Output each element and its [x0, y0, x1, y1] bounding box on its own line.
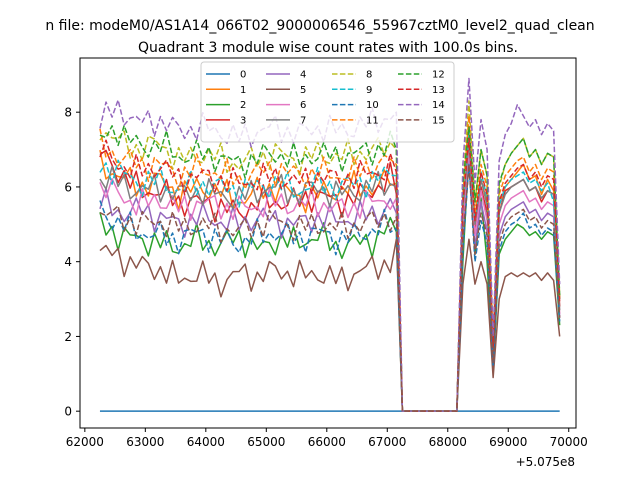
- y-axis: 0 2 4 6 8: [64, 106, 80, 419]
- x-tick-label: 63000: [126, 435, 164, 449]
- series-10-line: [99, 163, 561, 412]
- legend-label-8: 8: [366, 70, 372, 81]
- y-tick-label: 4: [64, 255, 72, 269]
- series-5-line: [99, 238, 561, 412]
- legend-label-12: 12: [432, 70, 445, 81]
- series-8-line: [99, 100, 561, 412]
- legend-label-7: 7: [300, 115, 306, 126]
- x-axis-offset-label: +5.075e8: [516, 455, 575, 469]
- legend-label-5: 5: [300, 85, 306, 96]
- series-3-line: [99, 148, 561, 412]
- legend-label-9: 9: [366, 85, 372, 96]
- legend-label-11: 11: [366, 115, 379, 126]
- legend-label-6: 6: [300, 100, 306, 111]
- series-6-line: [99, 148, 561, 412]
- x-tick-label: 62000: [66, 435, 104, 449]
- legend-label-4: 4: [300, 70, 306, 81]
- series-9-line: [99, 126, 561, 412]
- x-tick-label: 65000: [247, 435, 285, 449]
- x-tick-label: 66000: [308, 435, 346, 449]
- x-tick-label: 70000: [550, 435, 588, 449]
- y-tick-label: 0: [64, 405, 72, 419]
- series-11-line: [99, 115, 561, 412]
- legend-label-1: 1: [240, 85, 246, 96]
- series-13-line: [99, 137, 561, 412]
- plot-frame: [79, 57, 577, 429]
- y-tick-label: 2: [64, 330, 72, 344]
- figure-suptitle: n file: modeM0/AS1A14_066T02_9000006546_…: [45, 18, 594, 34]
- legend-label-3: 3: [240, 115, 246, 126]
- legend-box: [200, 61, 455, 143]
- x-tick-label: 68000: [429, 435, 467, 449]
- series-12-line: [99, 124, 561, 412]
- chart-title: Quadrant 3 module wise count rates with …: [138, 40, 518, 56]
- series-15-line: [99, 163, 561, 412]
- x-axis: 62000 63000 64000 65000 66000 67000 68000 69000…: [66, 428, 588, 449]
- y-tick-label: 6: [64, 180, 72, 194]
- x-tick-label: 64000: [187, 435, 225, 449]
- y-tick-label: 8: [64, 106, 72, 120]
- series-layer: [99, 77, 561, 412]
- legend-label-15: 15: [432, 115, 445, 126]
- legend-label-10: 10: [366, 100, 379, 111]
- legend-label-14: 14: [432, 100, 445, 111]
- legend-label-0: 0: [240, 70, 246, 81]
- x-tick-label: 67000: [368, 435, 406, 449]
- legend-label-13: 13: [432, 85, 445, 96]
- legend-label-2: 2: [240, 100, 246, 111]
- x-tick-label: 69000: [489, 435, 527, 449]
